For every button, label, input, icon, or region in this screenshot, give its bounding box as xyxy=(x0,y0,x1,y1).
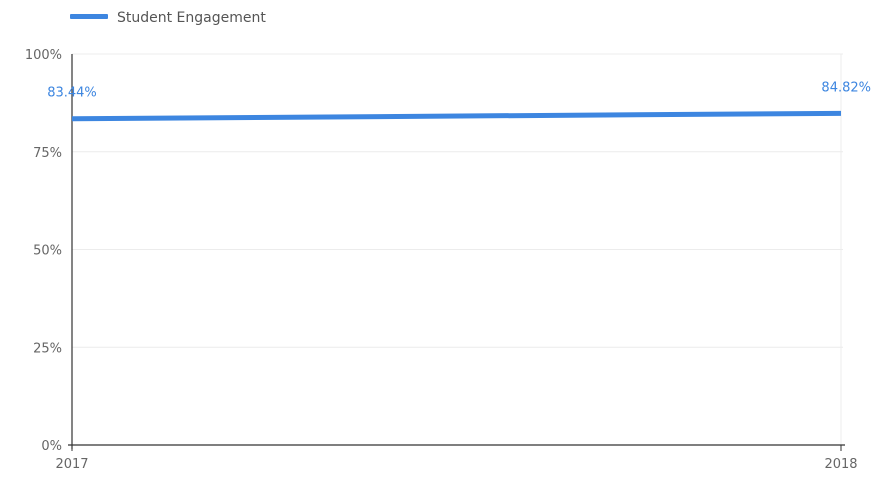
series-layer xyxy=(71,110,842,122)
series-line xyxy=(71,110,842,122)
axis-layer xyxy=(68,54,845,451)
data-label: 84.82% xyxy=(821,80,871,95)
y-tick-label: 50% xyxy=(33,244,62,259)
y-tick-label: 0% xyxy=(41,439,62,454)
x-tick-label: 2017 xyxy=(55,457,88,472)
y-tick-label: 25% xyxy=(33,341,62,356)
legend: Student Engagement xyxy=(70,10,266,26)
label-layer: 0% 25% 50% 75% 100% 2017 2018 83.44% 84.82% xyxy=(25,48,871,472)
y-tick-label: 100% xyxy=(25,48,62,63)
grid-layer xyxy=(72,53,843,445)
legend-swatch xyxy=(70,14,108,19)
data-label: 83.44% xyxy=(47,86,97,101)
x-tick-label: 2018 xyxy=(824,457,857,472)
legend-label: Student Engagement xyxy=(117,10,266,26)
y-tick-label: 75% xyxy=(33,146,62,161)
